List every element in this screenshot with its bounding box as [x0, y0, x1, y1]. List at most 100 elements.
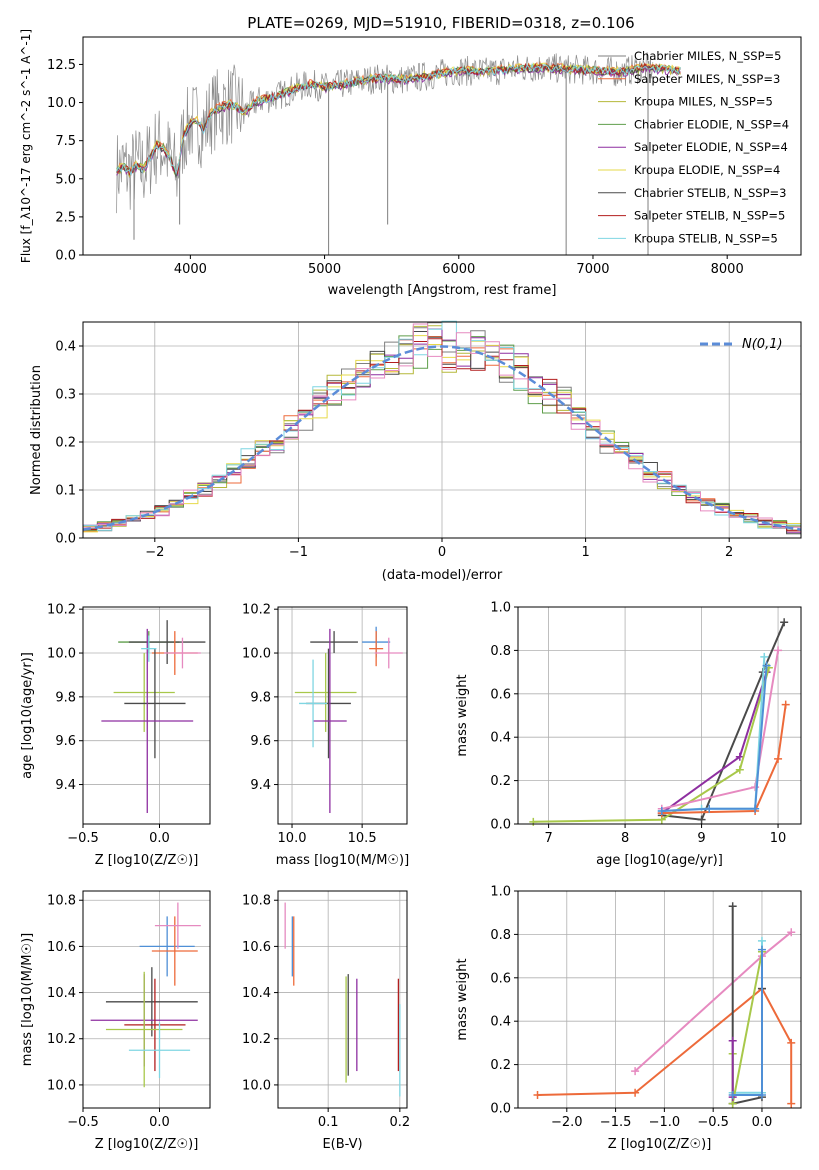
y-tick-label: 10.2: [242, 1032, 271, 1047]
y-tick-label: 0.6: [490, 971, 511, 986]
y-tick-label: 5.0: [55, 172, 76, 187]
x-tick-label: 1: [581, 545, 589, 560]
y-tick-label: 9.8: [250, 690, 271, 705]
panel-ylabel: age [log10(age/yr)]: [20, 652, 35, 779]
legend-label: Chabrier STELIB, N_SSP=3: [634, 186, 786, 200]
weight-marker: [787, 928, 796, 937]
legend-label: Kroupa MILES, N_SSP=5: [634, 95, 773, 109]
x-tick-label: 0.0: [149, 1115, 170, 1130]
x-tick-label: 8: [621, 831, 629, 846]
x-tick-label: 0.2: [389, 1115, 410, 1130]
panel-axes: [277, 606, 408, 825]
x-tick-label: −2.0: [551, 1115, 583, 1130]
panel-xlabel: Z [log10(Z/Z☉)]: [95, 1137, 199, 1152]
y-tick-label: 0.8: [490, 928, 511, 943]
y-tick-label: 1.0: [490, 885, 511, 900]
weight-marker: [728, 1036, 737, 1045]
spectrum-ticks: 4000 5000 6000 7000 8000 0.0 2.5 5.0 7.5 10.0 12.5: [47, 58, 744, 277]
x-tick-label: 0: [438, 545, 446, 560]
weight-marker: [774, 754, 783, 763]
y-tick-label: 12.5: [47, 58, 76, 73]
y-tick-label: 0.2: [55, 436, 76, 451]
weight-series-line: [731, 951, 763, 1104]
weight-marker: [728, 1090, 737, 1099]
weight-marker: [735, 765, 744, 774]
y-tick-label: 10.6: [47, 940, 76, 955]
y-tick-label: 10.8: [47, 894, 76, 909]
legend-label: Salpeter ELODIE, N_SSP=4: [634, 140, 788, 154]
y-tick-label: 10.2: [47, 1032, 76, 1047]
x-tick-label: 5000: [308, 262, 341, 277]
weight-marker: [780, 618, 789, 627]
y-tick-label: 0.2: [490, 1058, 511, 1073]
panel-axes: [82, 890, 211, 1109]
y-tick-label: 10.0: [47, 1078, 76, 1093]
weight-marker: [781, 700, 790, 709]
x-tick-label: 9: [697, 831, 705, 846]
weight-marker: [657, 806, 666, 815]
weight-marker: [757, 936, 766, 945]
x-tick-label: 0.0: [752, 1115, 773, 1130]
histogram-lines: [82, 320, 802, 535]
y-tick-label: 0.0: [55, 249, 76, 264]
spectrum-panel: 4000 5000 6000 7000 8000 0.0 2.5 5.0 7.5 10.0 12.5…: [19, 29, 802, 298]
y-tick-label: 9.6: [55, 734, 76, 749]
x-tick-label: 7: [544, 831, 552, 846]
y-tick-label: 10.8: [242, 894, 271, 909]
y-tick-label: 10.0: [242, 1078, 271, 1093]
weight-series-line: [731, 906, 763, 1105]
weight-marker: [529, 817, 538, 826]
y-tick-label: 9.6: [250, 734, 271, 749]
weight-marker: [697, 815, 706, 824]
panel-ylabel: mass weight: [455, 958, 470, 1040]
legend-label: Kroupa ELODIE, N_SSP=4: [634, 163, 780, 177]
x-tick-label: 10: [770, 831, 787, 846]
panel-axes: [517, 890, 802, 1109]
histogram-series: [83, 328, 801, 533]
legend-label: Kroupa STELIB, N_SSP=5: [634, 231, 778, 245]
panel-age-weight: 7 8 9 10 0.0 0.2 0.4 0.6 0.8 1.0 age [log10(age/yr…: [455, 601, 802, 868]
panel-axes: [517, 606, 802, 825]
panel-xlabel: Z [log10(Z/Z☉)]: [95, 853, 199, 868]
panel-xlabel: age [log10(age/yr)]: [596, 853, 723, 868]
weight-marker: [751, 804, 760, 813]
x-tick-label: −0.5: [697, 1115, 729, 1130]
x-tick-label: 4000: [174, 262, 207, 277]
y-tick-label: 10.0: [242, 647, 271, 662]
y-tick-label: 10.0: [47, 647, 76, 662]
spectrum-xlabel: wavelength [Angstrom, rest frame]: [328, 283, 557, 298]
figure-title: PLATE=0269, MJD=51910, FIBERID=0318, z=0…: [247, 14, 634, 32]
weight-marker: [787, 1099, 796, 1108]
x-tick-label: −1.0: [649, 1115, 681, 1130]
y-tick-label: 2.5: [55, 210, 76, 225]
y-tick-label: 9.8: [55, 690, 76, 705]
histogram-ylabel: Normed distribution: [29, 365, 44, 495]
panel-z-mass: −0.5 0.0 10.0 10.2 10.4 10.6 10.8 Z [log10(Z/Z☉…: [20, 890, 211, 1152]
panel-axes: [277, 890, 408, 1109]
y-tick-label: 0.6: [490, 687, 511, 702]
weight-marker: [705, 804, 714, 813]
y-tick-label: 1.0: [490, 601, 511, 616]
x-tick-label: 0.1: [318, 1115, 339, 1130]
y-tick-label: 0.4: [55, 340, 76, 355]
y-tick-label: 0.3: [55, 388, 76, 403]
spectrum-series-line: [116, 62, 681, 176]
panel-ylabel: mass weight: [455, 674, 470, 756]
x-tick-label: 8000: [711, 262, 744, 277]
histogram-grid: −2 −1 0 1 2 0.0 0.1 0.2 0.3 0.4: [55, 322, 801, 560]
model-legend-label: N(0,1): [742, 337, 783, 352]
spectrum-ylabel: Flux [f_λ10^-17 erg cm^-2 s^-1 A^-1]: [19, 29, 33, 263]
model-curve: [82, 345, 802, 531]
panel-z-age: −0.5 0.0 9.4 9.6 9.8 10.0 10.2 Z [log10(Z/Z☉)] a…: [20, 603, 211, 868]
y-tick-label: 10.2: [47, 603, 76, 618]
weight-series-line: [533, 667, 770, 823]
x-tick-label: 10.5: [348, 831, 377, 846]
x-tick-label: −0.5: [67, 831, 99, 846]
weight-marker: [533, 1090, 542, 1099]
x-tick-label: −1: [289, 545, 308, 560]
panel-z-weight: −2.0 −1.5 −1.0 −0.5 0.0 0.0 0.2 0.4 0.6 0.8 1.0 Z […: [455, 885, 802, 1152]
y-tick-label: 10.2: [242, 603, 271, 618]
legend-label: Chabrier ELODIE, N_SSP=4: [634, 117, 789, 131]
weight-marker: [728, 902, 737, 911]
legend-label: Salpeter STELIB, N_SSP=5: [634, 209, 785, 223]
